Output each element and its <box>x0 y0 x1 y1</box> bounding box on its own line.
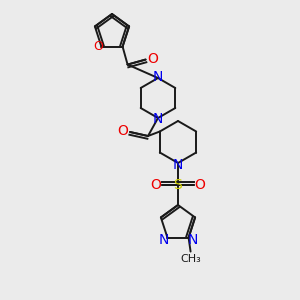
Text: O: O <box>94 40 103 53</box>
Text: O: O <box>151 178 161 192</box>
Text: N: N <box>153 70 163 84</box>
Text: O: O <box>118 124 128 138</box>
Text: N: N <box>158 232 169 247</box>
Text: S: S <box>174 178 182 192</box>
Text: O: O <box>147 52 158 66</box>
Text: N: N <box>188 232 198 247</box>
Text: CH₃: CH₃ <box>180 254 201 264</box>
Text: O: O <box>195 178 206 192</box>
Text: N: N <box>173 158 183 172</box>
Text: N: N <box>153 112 163 126</box>
